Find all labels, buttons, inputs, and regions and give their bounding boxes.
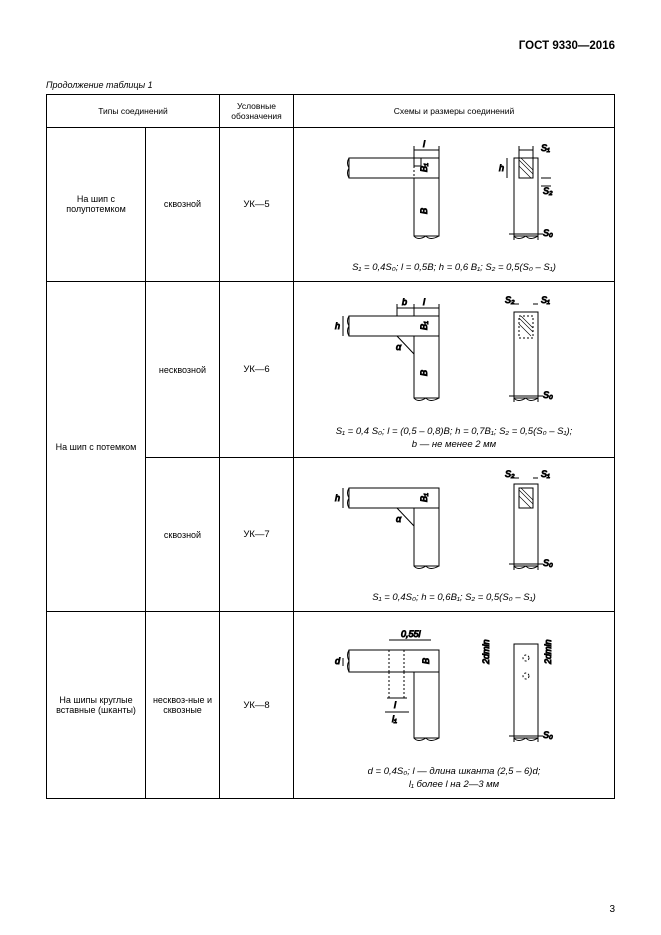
r3-code: УК—7 (220, 458, 294, 612)
svg-text:S₁: S₁ (541, 295, 550, 305)
svg-text:S₀: S₀ (543, 730, 553, 740)
svg-text:l: l (394, 700, 397, 710)
svg-text:0,55l: 0,55l (401, 629, 422, 639)
svg-text:B: B (419, 208, 429, 214)
r2-diagram: α b l h B (329, 290, 579, 420)
svg-text:B₁: B₁ (419, 321, 429, 330)
svg-text:α: α (396, 514, 402, 524)
r4-code: УК—8 (220, 612, 294, 799)
header-codes: Условные обозначения (220, 95, 294, 128)
svg-text:S₂: S₂ (505, 295, 515, 305)
svg-text:B₁: B₁ (419, 493, 429, 502)
r4-diagram: d 0,55l l l₁ B (329, 620, 579, 760)
svg-text:h: h (335, 493, 340, 503)
r3-formula: S₁ = 0,4S₀; h = 0,6B₁; S₂ = 0,5(S₀ – S₁) (302, 592, 606, 605)
r23-type-a: На шип с потемком (47, 281, 146, 611)
r1-code: УК—5 (220, 128, 294, 282)
svg-text:l: l (423, 297, 426, 307)
r2-code: УК—6 (220, 281, 294, 458)
r1-formula: S₁ = 0,4S₀; l = 0,5B; h = 0,6 B₁; S₂ = 0… (302, 262, 606, 275)
r1-schema: l B₁ B (294, 128, 615, 282)
r3-schema: α h B₁ S₂ S₁ (294, 458, 615, 612)
svg-text:S₁: S₁ (541, 469, 550, 479)
header-types: Типы соединений (47, 95, 220, 128)
r4-schema: d 0,55l l l₁ B (294, 612, 615, 799)
r2-type-b: несквозной (146, 281, 220, 458)
r1-type-a: На шип с полупотемком (47, 128, 146, 282)
svg-text:d: d (335, 656, 341, 666)
r2-formula: S₁ = 0,4 S₀; l = (0,5 – 0,8)B; h = 0,7B₁… (302, 426, 606, 452)
svg-text:B: B (421, 658, 431, 664)
table-continuation: Продолжение таблицы 1 (46, 80, 615, 90)
svg-text:B: B (419, 370, 429, 376)
svg-text:2dmin: 2dmin (481, 640, 491, 666)
r4-type-a: На шипы круглые вставные (шканты) (47, 612, 146, 799)
svg-text:B₁: B₁ (419, 163, 429, 172)
svg-text:2dmin: 2dmin (543, 640, 553, 666)
svg-text:S₀: S₀ (543, 558, 553, 568)
svg-text:S₂: S₂ (505, 469, 515, 479)
svg-text:S₂: S₂ (543, 186, 553, 196)
joints-table: Типы соединений Условные обозначения Схе… (46, 94, 615, 799)
header-schema: Схемы и размеры соединений (294, 95, 615, 128)
svg-text:S₀: S₀ (543, 228, 553, 238)
svg-text:α: α (396, 342, 402, 352)
svg-text:S₁: S₁ (541, 143, 550, 153)
svg-text:b: b (402, 297, 407, 307)
r4-type-b: несквоз-ные и сквозные (146, 612, 220, 799)
r3-type-b: сквозной (146, 458, 220, 612)
svg-text:l: l (423, 139, 426, 149)
page-number: 3 (609, 904, 615, 915)
r1-diagram: l B₁ B (329, 136, 579, 256)
r4-formula: d = 0,4S₀; l — длина шканта (2,5 – 6)d; … (302, 766, 606, 792)
svg-text:h: h (499, 163, 504, 173)
r3-diagram: α h B₁ S₂ S₁ (329, 466, 579, 586)
standard-code: ГОСТ 9330—2016 (46, 40, 615, 52)
r2-schema: α b l h B (294, 281, 615, 458)
svg-text:h: h (335, 321, 340, 331)
svg-text:l₁: l₁ (392, 714, 397, 724)
svg-text:S₀: S₀ (543, 390, 553, 400)
r1-type-b: сквозной (146, 128, 220, 282)
